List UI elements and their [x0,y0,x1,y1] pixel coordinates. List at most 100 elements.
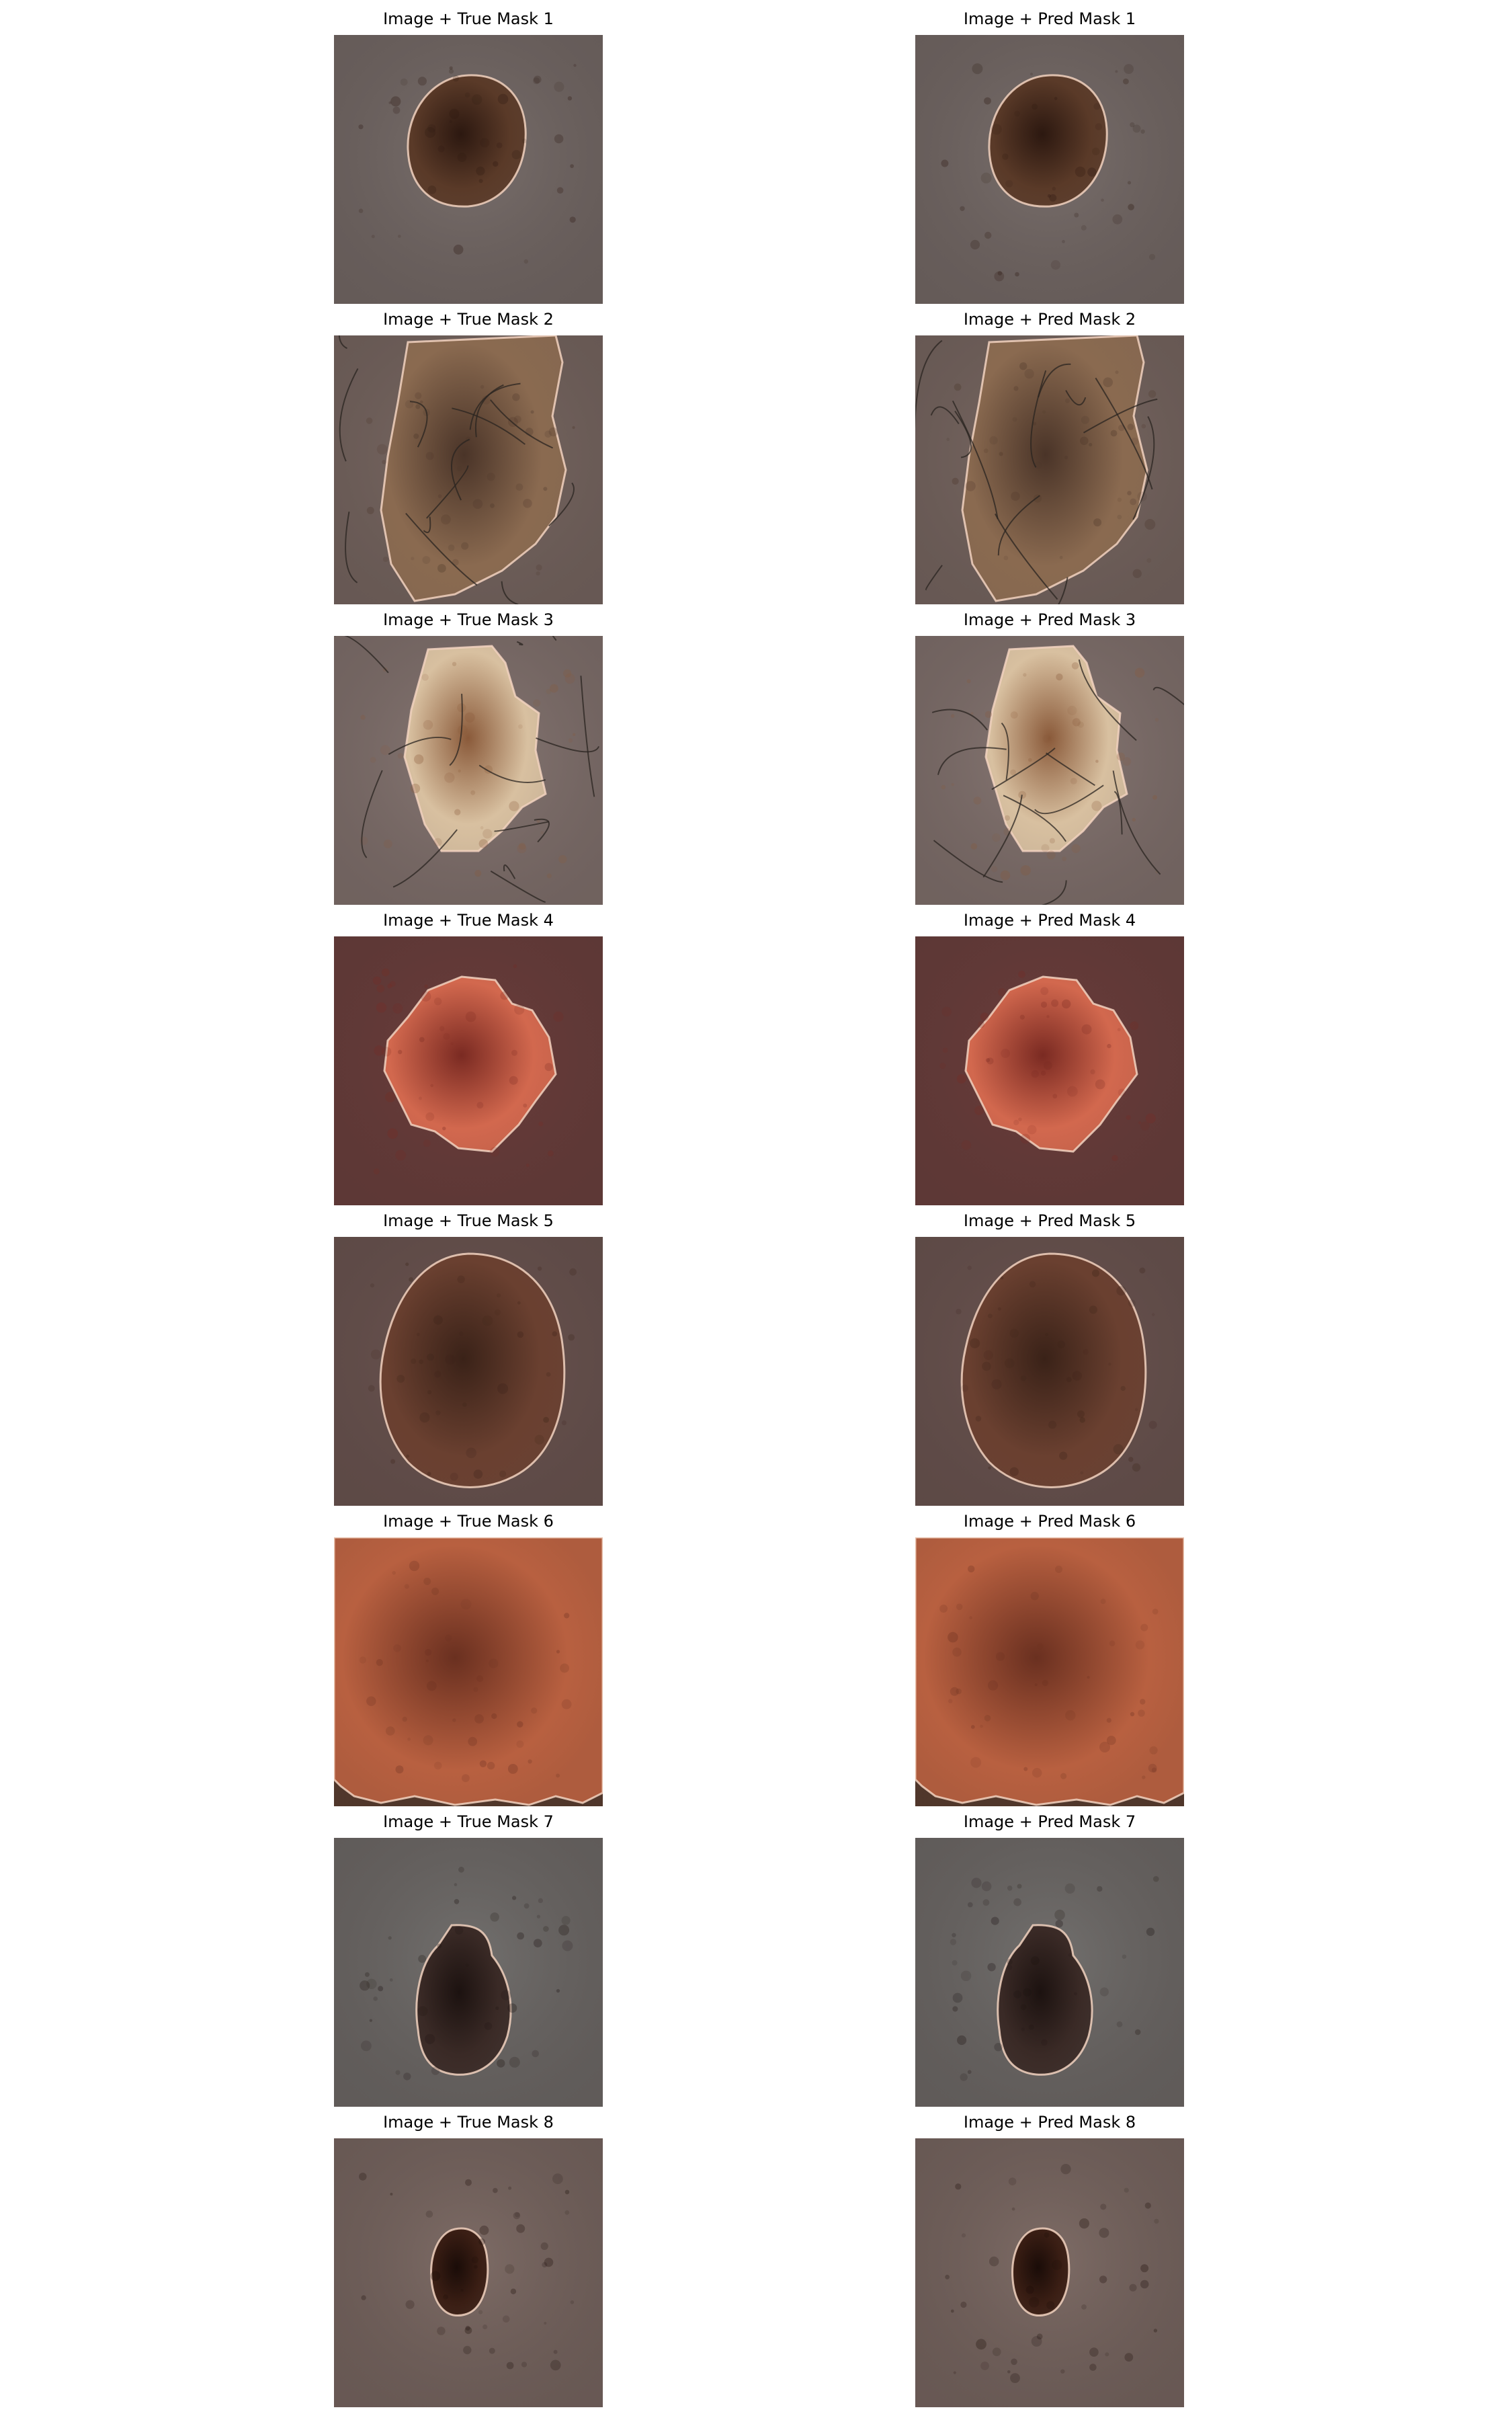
texture-speckle [1045,1333,1048,1336]
texture-speckle [471,2256,478,2263]
texture-speckle [952,1992,963,2003]
texture-speckle [523,1903,530,1909]
texture-speckle [1010,769,1016,776]
texture-speckle [981,1881,992,1892]
texture-speckle [1044,1061,1052,1070]
texture-speckle [1036,2333,1043,2340]
texture-speckle [490,1912,499,1922]
texture-speckle [1115,370,1119,374]
hair-strand [1030,370,1047,468]
texture-speckle [454,809,461,815]
texture-speckle [460,1599,472,1610]
texture-speckle [1047,194,1051,198]
texture-speckle [561,1916,571,1925]
texture-speckle [424,984,428,988]
texture-speckle [1099,1742,1110,1752]
texture-speckle [1140,1699,1146,1705]
texture-speckle [507,2003,517,2013]
panel-title-true-2: Image + True Mask 2 [383,310,554,329]
texture-speckle [388,1936,392,1940]
hair-strand [1152,686,1184,706]
texture-speckle [416,1332,420,1336]
texture-speckle [468,1736,477,1746]
texture-speckle [948,1699,953,1703]
texture-speckle [489,1658,499,1668]
texture-speckle [1100,2204,1107,2210]
texture-speckle [1030,1592,1039,1601]
texture-speckle [478,839,489,848]
texture-speckle [547,1150,554,1157]
texture-speckle [462,1774,470,1783]
texture-speckle [1013,1990,1021,1999]
texture-speckle [371,235,375,239]
texture-speckle [1139,1267,1146,1274]
texture-speckle [464,92,470,98]
hair-strand [982,795,1023,878]
texture-speckle [1099,2275,1107,2284]
texture-speckle [405,1262,409,1266]
texture-speckle [987,1314,993,1318]
texture-speckle [1068,1953,1072,1957]
texture-speckle [1140,129,1145,134]
texture-speckle [418,1955,426,1963]
texture-speckle [1138,1121,1142,1125]
texture-speckle [405,2300,415,2309]
panel-title-true-8: Image + True Mask 8 [383,2113,554,2132]
texture-speckle [986,1057,994,1065]
texture-speckle [544,2257,554,2267]
texture-speckle [370,1283,375,1288]
texture-speckle [530,410,534,414]
texture-speckle [980,1724,983,1728]
texture-speckle [1001,1049,1010,1058]
texture-speckle [461,542,469,550]
texture-speckle [497,2059,505,2068]
texture-speckle [448,544,455,551]
hair-strand [451,438,470,501]
texture-speckle [1074,1992,1077,1996]
texture-speckle [1103,377,1113,387]
texture-speckle [1095,1079,1105,1090]
texture-speckle [360,1980,370,1991]
hair-strand [478,764,546,783]
texture-speckle [480,826,484,830]
hair-strand [335,636,389,674]
texture-speckle [518,724,523,729]
texture-speckle [1142,1775,1146,1779]
texture-speckle [554,134,564,144]
texture-speckle [421,674,429,681]
texture-speckle [954,383,962,391]
hair-strand [1095,377,1153,490]
texture-speckle [366,1696,376,1706]
texture-speckle [1130,122,1135,128]
texture-speckle [543,1416,549,1423]
panel-title-pred-3: Image + Pred Mask 3 [963,610,1136,629]
texture-speckle [1081,415,1089,424]
texture-speckle [1011,2358,1017,2366]
lesion-overlay-svg [915,35,1184,304]
texture-speckle [1116,1286,1126,1296]
texture-speckle [437,145,445,153]
texture-speckle [550,684,558,693]
texture-speckle [1146,558,1152,563]
texture-speckle [465,1964,469,1967]
texture-speckle [1071,662,1079,670]
texture-speckle [1087,1676,1090,1679]
texture-speckle [472,499,483,509]
texture-speckle [473,1469,483,1479]
texture-speckle [960,2073,968,2081]
texture-speckle [1130,1711,1135,1717]
texture-speckle [443,2294,448,2300]
texture-speckle [1113,1444,1124,1455]
texture-speckle [419,1359,424,1365]
texture-speckle [1080,1471,1084,1475]
hair-strand [954,410,972,458]
texture-speckle [386,1726,395,1736]
texture-speckle [540,831,544,835]
texture-speckle [1128,204,1134,210]
texture-speckle [1146,1927,1155,1936]
texture-speckle [1020,1375,1027,1381]
texture-speckle [433,838,442,846]
texture-speckle [968,1565,975,1573]
lesion-mask-region [383,975,557,1153]
texture-speckle [402,1716,407,1722]
